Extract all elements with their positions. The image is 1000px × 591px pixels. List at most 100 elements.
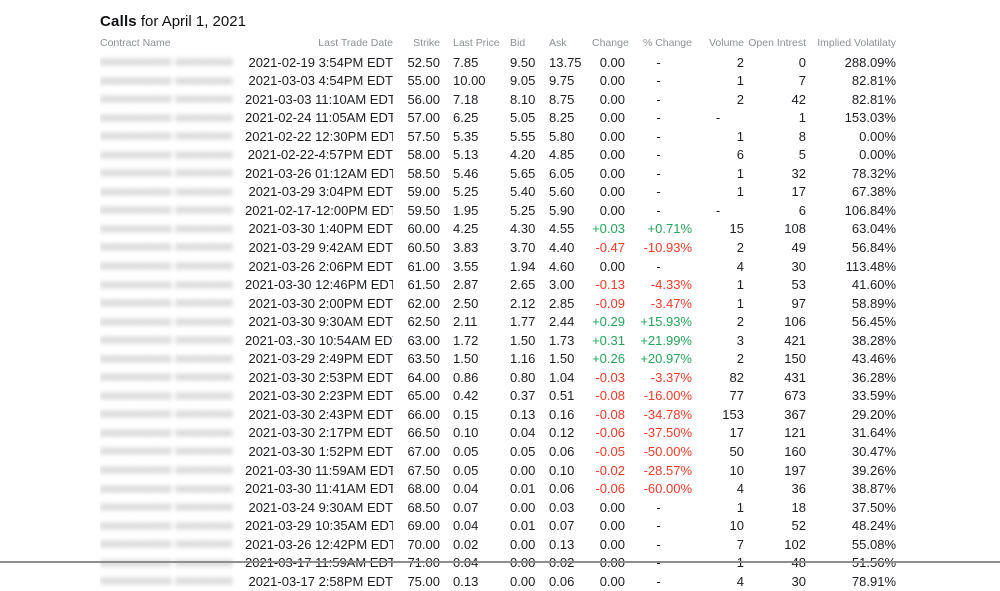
cell-implied_vol: 48.24% [806, 517, 896, 536]
contract-name-redacted[interactable]: 0000000000 00000000 [100, 389, 233, 404]
cell-ask: 2.44 [545, 313, 592, 332]
cell-volume: 15 [692, 220, 744, 239]
table-row: 0000000000 00000000 2021-03-30 2:00PM EDT… [100, 294, 896, 313]
cell-strike: 67.00 [393, 442, 440, 461]
contract-name-redacted[interactable]: 0000000000 00000000 [100, 74, 233, 89]
contract-name-redacted[interactable]: 0000000000 00000000 [100, 296, 233, 311]
contract-name-redacted[interactable]: 0000000000 00000000 [100, 148, 233, 163]
cell-date: 2021-03-30 11:41AM EDT [245, 480, 393, 499]
cell-change: -0.06 [592, 480, 625, 499]
cell-volume: 10 [692, 461, 744, 480]
cell-change: -0.03 [592, 368, 625, 387]
cell-last: 3.55 [440, 257, 508, 276]
cell-strike: 68.00 [393, 480, 440, 499]
cell-implied_vol: 39.26% [806, 461, 896, 480]
cell-date: 2021-03-30 2:00PM EDT [245, 294, 393, 313]
cell-pct_change: -37.50% [625, 424, 692, 443]
cell-bid: 0.00 [508, 498, 545, 517]
cell-ask: 4.85 [545, 146, 592, 165]
cell-bid: 2.12 [508, 294, 545, 313]
column-header-ask: Ask [545, 31, 592, 53]
cell-date: 2021-03-17 11:59AM EDT [245, 554, 393, 573]
contract-name-redacted[interactable]: 0000000000 00000000 [100, 185, 233, 200]
cell-last: 5.46 [440, 164, 508, 183]
cell-last: 0.10 [440, 424, 508, 443]
contract-name-redacted[interactable]: 0000000000 00000000 [100, 130, 233, 145]
cell-strike: 66.00 [393, 405, 440, 424]
contract-name-redacted[interactable]: 0000000000 00000000 [100, 575, 233, 590]
contract-name-redacted[interactable]: 0000000000 00000000 [100, 408, 233, 423]
cell-ask: 13.75 [545, 53, 592, 72]
cell-last: 0.86 [440, 368, 508, 387]
contract-name-redacted[interactable]: 0000000000 00000000 [100, 55, 233, 70]
cell-open_interest: 32 [744, 164, 806, 183]
cell-date: 2021-02-24 11:05AM EDT [245, 109, 393, 128]
contract-name-redacted[interactable]: 0000000000 00000000 [100, 92, 233, 107]
table-row: 0000000000 00000000 2021-02-24 11:05AM ED… [100, 109, 896, 128]
column-header-last: Last Price [440, 31, 508, 53]
column-header-open_interest: Open Intrest [744, 31, 806, 53]
contract-name-redacted[interactable]: 0000000000 00000000 [100, 463, 233, 478]
cell-pct_change: +20.97% [625, 350, 692, 369]
cell-implied_vol: 33.59% [806, 387, 896, 406]
cell-change: 0.00 [592, 257, 625, 276]
contract-name-redacted[interactable]: 0000000000 00000000 [100, 278, 233, 293]
cell-date: 2021-03-29 9:42AM EDT [245, 238, 393, 257]
cell-pct_change: - [625, 90, 692, 109]
cell-volume: 17 [692, 424, 744, 443]
cell-pct_change: +15.93% [625, 313, 692, 332]
contract-name-redacted[interactable]: 0000000000 00000000 [100, 111, 233, 126]
cell-open_interest: 53 [744, 276, 806, 295]
cell-contract: 0000000000 00000000 [100, 424, 245, 443]
contract-name-redacted[interactable]: 0000000000 00000000 [100, 334, 233, 349]
contract-name-redacted[interactable]: 0000000000 00000000 [100, 538, 233, 553]
table-row: 0000000000 00000000 2021-03-26 12:42PM ED… [100, 535, 896, 554]
cell-contract: 0000000000 00000000 [100, 127, 245, 146]
contract-name-redacted[interactable]: 0000000000 00000000 [100, 352, 233, 367]
cell-implied_vol: 55.08% [806, 535, 896, 554]
cell-strike: 71.00 [393, 554, 440, 573]
contract-name-redacted[interactable]: 0000000000 00000000 [100, 445, 233, 460]
cell-implied_vol: 288.09% [806, 53, 896, 72]
contract-name-redacted[interactable]: 0000000000 00000000 [100, 482, 233, 497]
cell-last: 1.95 [440, 201, 508, 220]
cell-date: 2021-03-30 9:30AM EDT [245, 313, 393, 332]
cell-change: 0.00 [592, 535, 625, 554]
contract-name-redacted[interactable]: 0000000000 00000000 [100, 426, 233, 441]
cell-date: 2021-03-26 12:42PM EDT [245, 535, 393, 554]
contract-name-redacted[interactable]: 0000000000 00000000 [100, 371, 233, 386]
contract-name-redacted[interactable]: 0000000000 00000000 [100, 315, 233, 330]
contract-name-redacted[interactable]: 0000000000 00000000 [100, 204, 233, 219]
cell-change: 0.00 [592, 90, 625, 109]
cell-bid: 0.05 [508, 442, 545, 461]
cell-pct_change: -10.93% [625, 238, 692, 257]
cell-open_interest: 431 [744, 368, 806, 387]
contract-name-redacted[interactable]: 0000000000 00000000 [100, 241, 233, 256]
contract-name-redacted[interactable]: 0000000000 00000000 [100, 259, 233, 274]
cell-open_interest: 121 [744, 424, 806, 443]
contract-name-redacted[interactable]: 0000000000 00000000 [100, 556, 233, 571]
cell-volume: 1 [692, 554, 744, 573]
contract-name-redacted[interactable]: 0000000000 00000000 [100, 519, 233, 534]
cell-volume: 1 [692, 164, 744, 183]
cell-contract: 0000000000 00000000 [100, 238, 245, 257]
cell-implied_vol: 113.48% [806, 257, 896, 276]
cell-pct_change: - [625, 164, 692, 183]
cell-last: 1.72 [440, 331, 508, 350]
cell-bid: 4.20 [508, 146, 545, 165]
contract-name-redacted[interactable]: 0000000000 00000000 [100, 222, 233, 237]
cell-strike: 60.00 [393, 220, 440, 239]
cell-contract: 0000000000 00000000 [100, 53, 245, 72]
contract-name-redacted[interactable]: 0000000000 00000000 [100, 500, 233, 515]
cell-volume: 4 [692, 257, 744, 276]
contract-name-redacted[interactable]: 0000000000 00000000 [100, 167, 233, 182]
cell-bid: 0.00 [508, 554, 545, 573]
cell-bid: 0.04 [508, 424, 545, 443]
cell-implied_vol: 37.50% [806, 498, 896, 517]
cell-pct_change: - [625, 53, 692, 72]
cell-open_interest: 42 [744, 90, 806, 109]
